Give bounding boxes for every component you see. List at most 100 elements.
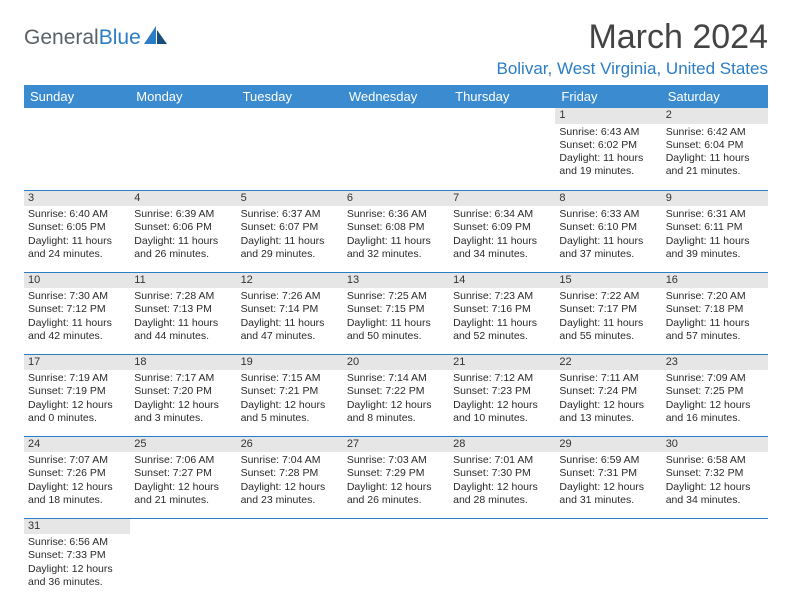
daylight-line: Daylight: 12 hours (453, 481, 551, 494)
sunrise-line: Sunrise: 7:19 AM (28, 372, 126, 385)
sunset-line: Sunset: 7:27 PM (134, 467, 232, 480)
daylight-line: and 0 minutes. (28, 412, 126, 425)
daylight-line: and 37 minutes. (559, 248, 657, 261)
daylight-line: and 31 minutes. (559, 494, 657, 507)
daylight-line: and 44 minutes. (134, 330, 232, 343)
sunrise-line: Sunrise: 7:04 AM (241, 454, 339, 467)
day-number: 6 (343, 191, 449, 207)
daylight-line: Daylight: 12 hours (134, 399, 232, 412)
daylight-line: and 42 minutes. (28, 330, 126, 343)
day-number: 16 (662, 273, 768, 289)
sunset-line: Sunset: 6:10 PM (559, 221, 657, 234)
daylight-line: and 52 minutes. (453, 330, 551, 343)
calendar-cell: 9Sunrise: 6:31 AMSunset: 6:11 PMDaylight… (662, 190, 768, 272)
day-number: 26 (237, 437, 343, 453)
calendar-week-row: 24Sunrise: 7:07 AMSunset: 7:26 PMDayligh… (24, 436, 768, 518)
daylight-line: and 29 minutes. (241, 248, 339, 261)
day-number: 17 (24, 355, 130, 371)
day-number: 10 (24, 273, 130, 289)
day-number: 7 (449, 191, 555, 207)
weekday-header: Wednesday (343, 85, 449, 108)
sunrise-line: Sunrise: 7:28 AM (134, 290, 232, 303)
sunset-line: Sunset: 6:07 PM (241, 221, 339, 234)
daylight-line: Daylight: 11 hours (241, 317, 339, 330)
sunrise-line: Sunrise: 7:20 AM (666, 290, 764, 303)
daylight-line: Daylight: 11 hours (666, 317, 764, 330)
page-title: March 2024 (496, 18, 768, 57)
sunset-line: Sunset: 7:19 PM (28, 385, 126, 398)
daylight-line: and 24 minutes. (28, 248, 126, 261)
calendar-cell: 12Sunrise: 7:26 AMSunset: 7:14 PMDayligh… (237, 272, 343, 354)
calendar-cell: 25Sunrise: 7:06 AMSunset: 7:27 PMDayligh… (130, 436, 236, 518)
daylight-line: Daylight: 11 hours (347, 235, 445, 248)
daylight-line: Daylight: 12 hours (559, 399, 657, 412)
calendar-cell: 23Sunrise: 7:09 AMSunset: 7:25 PMDayligh… (662, 354, 768, 436)
calendar-cell (662, 518, 768, 600)
brand-part2: Blue (99, 26, 141, 50)
daylight-line: and 32 minutes. (347, 248, 445, 261)
calendar-cell: 10Sunrise: 7:30 AMSunset: 7:12 PMDayligh… (24, 272, 130, 354)
calendar-cell (237, 518, 343, 600)
calendar-cell: 19Sunrise: 7:15 AMSunset: 7:21 PMDayligh… (237, 354, 343, 436)
sunset-line: Sunset: 7:17 PM (559, 303, 657, 316)
sunrise-line: Sunrise: 7:15 AM (241, 372, 339, 385)
daylight-line: Daylight: 11 hours (453, 235, 551, 248)
weekday-header: Sunday (24, 85, 130, 108)
day-number: 19 (237, 355, 343, 371)
daylight-line: and 55 minutes. (559, 330, 657, 343)
sunset-line: Sunset: 6:08 PM (347, 221, 445, 234)
day-number: 11 (130, 273, 236, 289)
daylight-line: and 47 minutes. (241, 330, 339, 343)
day-number: 5 (237, 191, 343, 207)
sunrise-line: Sunrise: 6:36 AM (347, 208, 445, 221)
calendar-cell: 6Sunrise: 6:36 AMSunset: 6:08 PMDaylight… (343, 190, 449, 272)
calendar-cell: 31Sunrise: 6:56 AMSunset: 7:33 PMDayligh… (24, 518, 130, 600)
sunset-line: Sunset: 7:15 PM (347, 303, 445, 316)
sunrise-line: Sunrise: 7:12 AM (453, 372, 551, 385)
calendar-cell: 14Sunrise: 7:23 AMSunset: 7:16 PMDayligh… (449, 272, 555, 354)
daylight-line: Daylight: 11 hours (28, 317, 126, 330)
calendar-cell (237, 108, 343, 190)
sunset-line: Sunset: 7:23 PM (453, 385, 551, 398)
sunrise-line: Sunrise: 7:09 AM (666, 372, 764, 385)
sunrise-line: Sunrise: 6:39 AM (134, 208, 232, 221)
sail-icon (143, 24, 169, 51)
calendar-cell: 13Sunrise: 7:25 AMSunset: 7:15 PMDayligh… (343, 272, 449, 354)
daylight-line: Daylight: 11 hours (134, 235, 232, 248)
daylight-line: and 36 minutes. (28, 576, 126, 589)
daylight-line: Daylight: 11 hours (134, 317, 232, 330)
calendar-cell (24, 108, 130, 190)
daylight-line: and 19 minutes. (559, 165, 657, 178)
day-number: 28 (449, 437, 555, 453)
daylight-line: Daylight: 11 hours (666, 235, 764, 248)
sunrise-line: Sunrise: 6:40 AM (28, 208, 126, 221)
sunrise-line: Sunrise: 7:22 AM (559, 290, 657, 303)
daylight-line: Daylight: 12 hours (28, 399, 126, 412)
daylight-line: and 3 minutes. (134, 412, 232, 425)
day-number: 2 (662, 108, 768, 124)
sunset-line: Sunset: 7:20 PM (134, 385, 232, 398)
sunrise-line: Sunrise: 6:42 AM (666, 126, 764, 139)
calendar-cell: 18Sunrise: 7:17 AMSunset: 7:20 PMDayligh… (130, 354, 236, 436)
daylight-line: and 5 minutes. (241, 412, 339, 425)
sunset-line: Sunset: 7:12 PM (28, 303, 126, 316)
location-label: Bolivar, West Virginia, United States (496, 59, 768, 79)
sunrise-line: Sunrise: 7:14 AM (347, 372, 445, 385)
daylight-line: Daylight: 12 hours (134, 481, 232, 494)
daylight-line: Daylight: 11 hours (559, 235, 657, 248)
calendar-cell: 22Sunrise: 7:11 AMSunset: 7:24 PMDayligh… (555, 354, 661, 436)
sunset-line: Sunset: 7:26 PM (28, 467, 126, 480)
sunset-line: Sunset: 7:21 PM (241, 385, 339, 398)
calendar-cell: 8Sunrise: 6:33 AMSunset: 6:10 PMDaylight… (555, 190, 661, 272)
day-number: 12 (237, 273, 343, 289)
daylight-line: Daylight: 12 hours (347, 399, 445, 412)
calendar-cell: 7Sunrise: 6:34 AMSunset: 6:09 PMDaylight… (449, 190, 555, 272)
weekday-header-row: Sunday Monday Tuesday Wednesday Thursday… (24, 85, 768, 108)
weekday-header: Thursday (449, 85, 555, 108)
calendar-cell: 4Sunrise: 6:39 AMSunset: 6:06 PMDaylight… (130, 190, 236, 272)
day-number: 31 (24, 519, 130, 535)
daylight-line: Daylight: 12 hours (666, 399, 764, 412)
sunrise-line: Sunrise: 7:26 AM (241, 290, 339, 303)
day-number: 24 (24, 437, 130, 453)
sunset-line: Sunset: 6:09 PM (453, 221, 551, 234)
